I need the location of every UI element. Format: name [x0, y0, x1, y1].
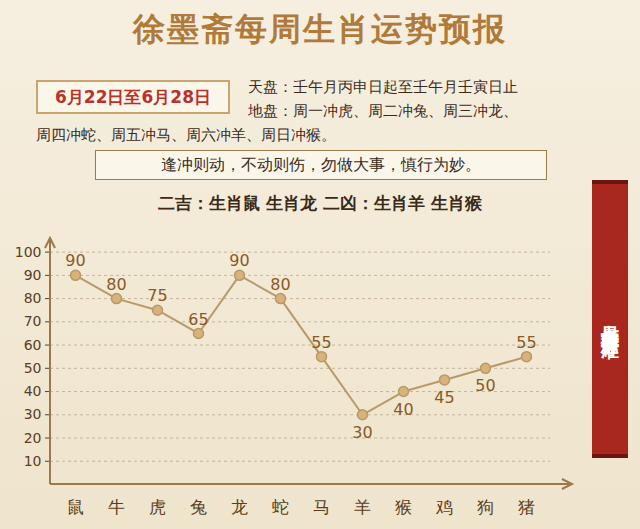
svg-text:75: 75 [147, 286, 167, 305]
svg-text:80: 80 [270, 275, 290, 294]
html-text:天盘：壬午月丙申日起至壬午月壬寅日止: 天盘：壬午月丙申日起至壬午月壬寅日止 [248, 78, 518, 96]
svg-text:90: 90 [24, 267, 42, 283]
svg-text:40: 40 [24, 383, 42, 399]
svg-text:马: 马 [313, 497, 330, 517]
svg-text:虎: 虎 [149, 497, 166, 517]
svg-text:65: 65 [188, 310, 208, 329]
svg-text:龙: 龙 [231, 497, 248, 517]
html-text:6月22日至6月28日: 6月22日至6月28日 [55, 87, 211, 107]
svg-text:55: 55 [516, 333, 536, 352]
svg-text:80: 80 [106, 275, 126, 294]
html-text:七星堂吉凶评分标准: 七星堂吉凶评分标准 [600, 310, 621, 328]
svg-text:10: 10 [24, 453, 42, 469]
svg-text:70: 70 [24, 313, 42, 329]
svg-text:鸡: 鸡 [435, 497, 453, 517]
svg-text:猪: 猪 [518, 497, 535, 517]
svg-text:90: 90 [229, 251, 249, 270]
svg-text:牛: 牛 [108, 497, 125, 517]
svg-text:羊: 羊 [354, 497, 371, 517]
html-text:周四冲蛇、周五冲马、周六冲羊、周日冲猴。: 周四冲蛇、周五冲马、周六冲羊、周日冲猴。 [36, 126, 336, 144]
svg-text:50: 50 [475, 376, 495, 395]
svg-text:60: 60 [24, 337, 42, 353]
svg-text:100: 100 [15, 244, 42, 260]
svg-text:鼠: 鼠 [67, 497, 84, 517]
html-text:逢冲则动，不动则伤，勿做大事，慎行为妙。: 逢冲则动，不动则伤，勿做大事，慎行为妙。 [161, 155, 481, 174]
html-text:徐墨斋每周生肖运势预报: 徐墨斋每周生肖运势预报 [133, 10, 507, 48]
svg-text:兔: 兔 [190, 497, 207, 517]
svg-text:20: 20 [24, 430, 42, 446]
html-text:二吉：生肖鼠 生肖龙 二凶：生肖羊 生肖猴: 二吉：生肖鼠 生肖龙 二凶：生肖羊 生肖猴 [158, 193, 482, 213]
svg-text:40: 40 [393, 400, 413, 419]
svg-text:50: 50 [24, 360, 42, 376]
html-text:地盘：周一冲虎、周二冲兔、周三冲龙、: 地盘：周一冲虎、周二冲兔、周三冲龙、 [248, 102, 518, 120]
svg-text:45: 45 [434, 388, 454, 407]
svg-text:蛇: 蛇 [272, 497, 289, 517]
svg-text:30: 30 [24, 406, 42, 422]
svg-text:狗: 狗 [477, 497, 494, 517]
svg-text:80: 80 [24, 290, 42, 306]
svg-text:30: 30 [352, 423, 372, 442]
svg-text:55: 55 [311, 333, 331, 352]
svg-text:90: 90 [65, 251, 85, 270]
svg-text:猴: 猴 [395, 497, 412, 517]
